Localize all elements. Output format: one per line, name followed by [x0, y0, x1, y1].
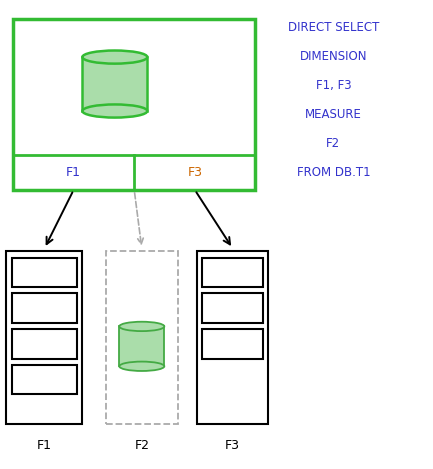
Text: F1: F1 [66, 166, 81, 179]
Bar [82, 57, 147, 111]
Text: DIMENSION: DIMENSION [300, 50, 367, 63]
Bar [197, 251, 268, 424]
Ellipse shape [120, 362, 165, 371]
Text: F2: F2 [326, 137, 340, 151]
Bar [12, 294, 77, 323]
Bar [202, 258, 263, 287]
Bar [13, 19, 255, 190]
Ellipse shape [120, 322, 165, 331]
Bar [120, 326, 165, 366]
Text: FROM DB.T1: FROM DB.T1 [297, 166, 370, 180]
Text: F3: F3 [187, 166, 202, 179]
Ellipse shape [82, 105, 147, 118]
Text: MEASURE: MEASURE [305, 108, 362, 121]
Text: F2: F2 [134, 439, 149, 452]
Text: F3: F3 [225, 439, 240, 452]
Bar [12, 329, 77, 358]
Bar [12, 364, 77, 394]
Text: F1, F3: F1, F3 [316, 79, 351, 92]
Bar [6, 251, 82, 424]
Text: F1: F1 [37, 439, 52, 452]
Bar [202, 294, 263, 323]
Bar [202, 329, 263, 358]
Text: DIRECT SELECT: DIRECT SELECT [288, 21, 379, 34]
Bar [12, 258, 77, 287]
Bar [106, 251, 178, 424]
Ellipse shape [82, 51, 147, 64]
